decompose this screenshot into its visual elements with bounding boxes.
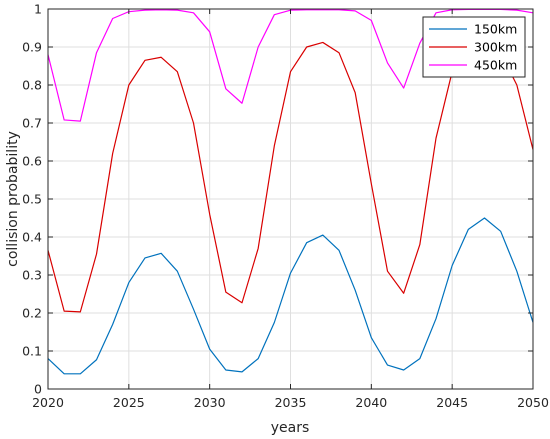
x-tick-label-1: 2025 [113, 395, 145, 410]
y-tick-label-2: 0.2 [22, 306, 42, 321]
x-tick-label-6: 2050 [517, 395, 549, 410]
legend-label-300km: 300km [474, 40, 517, 55]
y-tick-label-5: 0.5 [22, 192, 42, 207]
y-tick-label-8: 0.8 [22, 78, 42, 93]
x-tick-label-4: 2040 [355, 395, 387, 410]
axis-ticks [47, 8, 534, 390]
x-tick-label-2: 2030 [194, 395, 226, 410]
legend-label-150km: 150km [474, 22, 517, 37]
legend-label-450km: 450km [474, 58, 517, 73]
legend: 150km 300km 450km [422, 16, 526, 78]
y-tick-label-3: 0.3 [22, 268, 42, 283]
y-tick-label-0: 0 [34, 382, 42, 397]
y-tick-label-6: 0.6 [22, 154, 42, 169]
x-tick-label-3: 2035 [275, 395, 307, 410]
x-tick-label-0: 2020 [32, 395, 64, 410]
y-tick-label-9: 0.9 [22, 40, 42, 55]
series-line-150km [47, 217, 534, 375]
y-axis-title: collision probability [5, 131, 21, 267]
x-axis-title: years [271, 420, 310, 436]
y-tick-label-10: 1 [34, 2, 42, 17]
y-tick-label-1: 0.1 [22, 344, 42, 359]
x-tick-label-5: 2045 [436, 395, 468, 410]
y-tick-label-4: 0.4 [22, 230, 42, 245]
y-tick-label-7: 0.7 [22, 116, 42, 131]
tick-labels: 2020 2025 2030 2035 2040 2045 2050 0 0.1 0.2 0.3 0.… [22, 2, 549, 411]
